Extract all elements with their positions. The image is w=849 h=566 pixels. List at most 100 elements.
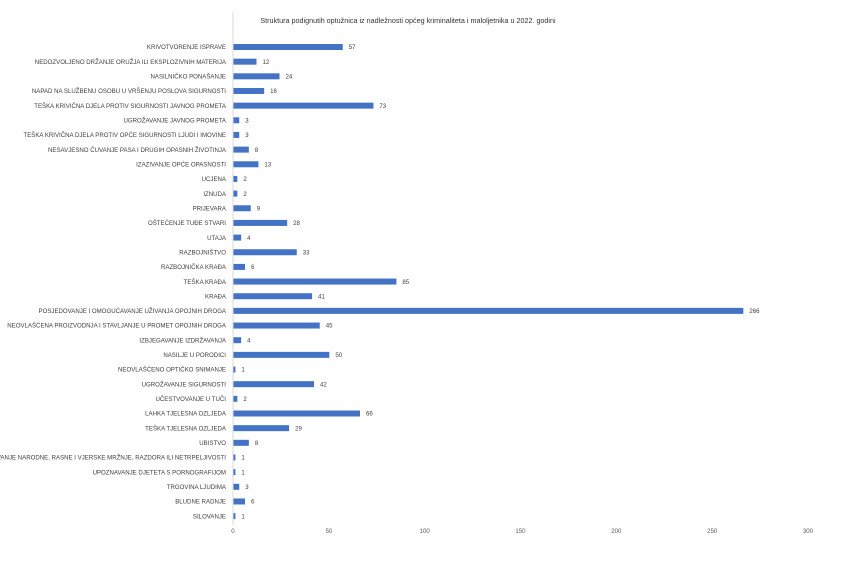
bar [233, 73, 280, 80]
value-label: 45 [326, 323, 333, 330]
bar [233, 131, 240, 138]
bar [233, 234, 242, 241]
bar [233, 469, 236, 476]
value-label: 24 [286, 74, 293, 81]
category-label: NEOVLAŠĆENO OPTIČKO SNIMANJE [118, 367, 226, 374]
x-axis-ticks: 0 50 100 150 200 250 300 [231, 528, 813, 535]
value-label: 1 [241, 455, 245, 462]
value-label: 4 [247, 337, 251, 344]
value-label: 6 [251, 264, 255, 271]
x-tick-label: 300 [803, 528, 814, 535]
category-label: IZBJEGAVANJE IZDRŽAVANJA [139, 336, 226, 344]
bar [233, 263, 245, 270]
category-label: LAHKA TJELESNA OZLJEDA [145, 411, 227, 418]
value-label: 1 [241, 367, 245, 374]
bar [233, 425, 290, 432]
category-label: IZAZIVANJE OPĆE OPASNOSTI [136, 161, 226, 168]
value-label: 42 [320, 381, 327, 388]
category-label: POSJEDOVANJE I OMOGUĆAVANJE UŽIVANJA OPO… [39, 307, 227, 315]
value-label: 57 [349, 44, 356, 51]
bar [233, 102, 374, 109]
value-label: 29 [295, 425, 302, 432]
bars [233, 44, 744, 520]
value-label: 66 [366, 411, 373, 418]
bar [233, 175, 238, 182]
category-label: PRIJEVARA [193, 205, 227, 212]
x-tick-label: 200 [611, 528, 622, 535]
bar [233, 293, 313, 300]
category-label: UCJENA [202, 176, 227, 183]
bar [233, 58, 257, 65]
bar [233, 439, 249, 446]
bar [233, 161, 259, 168]
bar [233, 410, 360, 417]
category-label: UPOZNAVANJE DJETETA S PORNOGRAFIJOM [93, 469, 226, 476]
value-label: 2 [243, 396, 247, 403]
chart-title: Struktura podignutih optužnica iz nadlež… [260, 16, 556, 25]
category-label: RAZBOJNIČKA KRAĐA [161, 264, 227, 271]
bar [233, 117, 240, 124]
bar [233, 205, 251, 212]
bar [233, 513, 236, 520]
bar [233, 366, 236, 373]
bar [233, 381, 314, 388]
category-label: UČESTVOVANJE U TUČI [155, 396, 226, 403]
bar [233, 219, 288, 226]
category-label: TRGOVINA LJUDIMA [167, 484, 227, 491]
value-label: 41 [318, 293, 325, 300]
category-labels: KRIVOTVORENJE ISPRAVE NEDOZVOLJENO DRŽANJ… [0, 44, 227, 520]
value-label: 266 [749, 308, 760, 315]
bar [233, 307, 744, 314]
bar [233, 454, 236, 461]
bar [233, 337, 242, 344]
bar [233, 322, 320, 329]
x-tick-label: 100 [420, 528, 431, 535]
value-label: 16 [270, 88, 277, 95]
category-label: SILOVANJE [193, 513, 226, 520]
category-label: UGROŽAVANJE SIGURNOSTI [142, 380, 227, 388]
value-label: 3 [245, 132, 249, 139]
category-label: TEŠKA TJELESNA OZLJEDA [145, 425, 227, 432]
value-label: 85 [402, 279, 409, 286]
value-label: 8 [255, 147, 259, 154]
value-label: 2 [243, 191, 247, 198]
value-label: 1 [241, 513, 245, 520]
value-label: 3 [245, 484, 249, 491]
value-label: 13 [264, 161, 271, 168]
bar [233, 44, 343, 50]
value-labels: 5712241673338132292843368541266454501422… [241, 44, 760, 520]
bar [233, 278, 397, 285]
category-label: KRAĐA [205, 293, 227, 300]
category-label: IZNUDA [203, 191, 227, 198]
bar [233, 190, 238, 197]
category-label: TEŠKA KRIVIČNA DJELA PROTIV OPĆE SIGURNO… [24, 132, 227, 139]
bar [233, 483, 240, 490]
value-label: 3 [245, 118, 249, 125]
bar [233, 395, 238, 402]
value-label: 1 [241, 469, 245, 476]
bar [233, 87, 265, 94]
x-tick-label: 150 [515, 528, 526, 535]
value-label: 50 [335, 352, 342, 359]
value-label: 4 [247, 235, 251, 242]
category-label: NEDOZVOLJENO DRŽANJE ORUŽJA ILI EKSPLOZI… [35, 58, 227, 66]
bar [233, 498, 245, 505]
bar [233, 351, 330, 358]
x-tick-label: 0 [231, 528, 235, 535]
category-label: RAZBOJNIŠTVO [179, 249, 226, 256]
category-label: BLUDNE RADNJE [175, 499, 226, 506]
value-label: 12 [263, 59, 270, 66]
category-label: NASILJE U PORODICI [163, 352, 226, 359]
category-label: UBISTVO [199, 440, 226, 447]
value-label: 28 [293, 220, 300, 227]
bar [233, 249, 297, 256]
bar [233, 146, 249, 153]
category-label: KRIVOTVORENJE ISPRAVE [147, 44, 226, 51]
value-label: 73 [379, 103, 386, 110]
value-label: 8 [255, 440, 259, 447]
x-tick-label: 250 [707, 528, 718, 535]
category-label: TEŠKA KRIVIČNA DJELA PROTIV SIGURNOSTI J… [34, 103, 227, 110]
category-label: UTAJA [207, 235, 227, 242]
category-label: NESAVJESNO ČUVANJE PASA I DRUGIH OPASNIH… [48, 146, 227, 154]
